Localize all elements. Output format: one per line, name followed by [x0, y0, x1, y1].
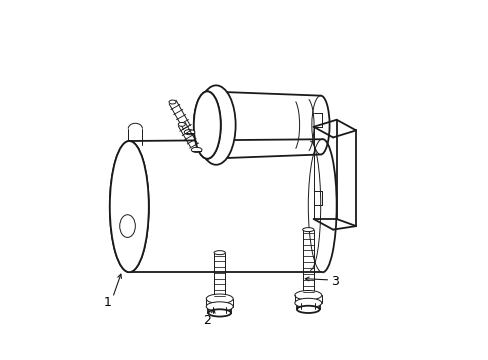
Ellipse shape: [184, 130, 195, 135]
Ellipse shape: [208, 309, 230, 316]
Text: 1: 1: [104, 296, 112, 309]
Ellipse shape: [191, 147, 202, 152]
Ellipse shape: [110, 141, 148, 272]
Ellipse shape: [302, 228, 313, 231]
Ellipse shape: [294, 291, 321, 300]
Ellipse shape: [296, 300, 319, 307]
Ellipse shape: [169, 100, 176, 104]
Ellipse shape: [120, 215, 135, 238]
Ellipse shape: [214, 251, 225, 255]
Ellipse shape: [178, 122, 185, 126]
Ellipse shape: [294, 298, 321, 308]
Ellipse shape: [193, 91, 220, 159]
Text: 3: 3: [330, 275, 338, 288]
Ellipse shape: [206, 302, 233, 311]
Text: 2: 2: [203, 314, 211, 327]
Ellipse shape: [193, 91, 220, 159]
Ellipse shape: [110, 141, 148, 272]
Ellipse shape: [206, 294, 233, 303]
Ellipse shape: [296, 306, 319, 313]
Ellipse shape: [208, 303, 230, 310]
Ellipse shape: [196, 85, 235, 165]
